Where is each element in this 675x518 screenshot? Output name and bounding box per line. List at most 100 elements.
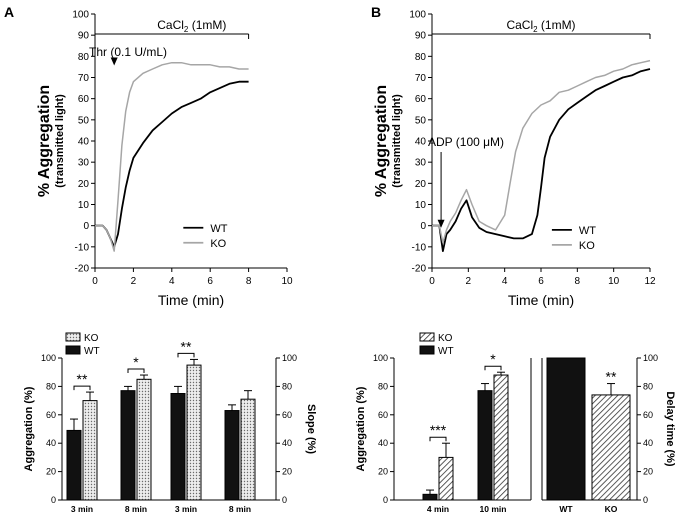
left-y-tick-label: 40	[46, 438, 56, 448]
x-category-label: 3 min	[71, 504, 93, 514]
panel-b-line-chart: -20 -10 0 10 20 30 40 50 60 70 80 90 100 0 2 4 6 8 10 12 Tim…	[373, 10, 656, 309]
significance-label: ***	[430, 422, 447, 438]
x-tick-label: 8	[575, 276, 581, 287]
significance-bracket	[73, 385, 91, 391]
legend-label-ko: KO	[210, 238, 226, 250]
panel-b-bar-chart: 0 20 40 60 80 100 0 20 40 60 80 100 Aggregation (%) D…	[355, 332, 675, 514]
y-tick-label: 10	[78, 200, 90, 211]
y-tick-label: 30	[78, 158, 90, 169]
legend-swatch-wt	[419, 345, 435, 355]
series-line-wt	[432, 68, 651, 252]
y-tick-label: 100	[72, 10, 89, 21]
x-category-label: 10 min	[480, 504, 507, 514]
y-tick-label: -10	[75, 242, 90, 253]
y-tick-label: 40	[415, 137, 427, 148]
y-tick-label: 20	[415, 179, 427, 190]
y-tick-label: 60	[78, 94, 90, 105]
treatment-label-main: CaCl	[157, 18, 184, 32]
x-category-label: 4 min	[427, 504, 449, 514]
right-y-tick-label: 80	[282, 381, 292, 391]
legend-swatch-wt	[65, 345, 81, 355]
left-y-axis-label: Aggregation (%)	[355, 386, 367, 471]
treatment-label-main: CaCl	[506, 18, 533, 32]
significance-bracket	[177, 352, 195, 358]
significance-bracket	[127, 368, 145, 374]
right-y-tick-label: 100	[282, 353, 297, 363]
x-category-label: 3 min	[175, 504, 197, 514]
y-tick-label: 0	[83, 221, 89, 232]
y-axis-sublabel: (transmitted light)	[54, 94, 66, 188]
panel-letter-b: B	[371, 4, 381, 20]
x-category-label: KO	[605, 504, 618, 514]
bar-wt	[170, 393, 186, 501]
x-tick-label: 12	[644, 276, 656, 287]
right-y-tick-label: 40	[643, 438, 653, 448]
treatment-label: CaCl2 (1mM)	[157, 18, 226, 34]
bar-ko	[493, 374, 509, 501]
y-tick-label: 90	[78, 31, 90, 42]
bar-wt	[477, 390, 493, 501]
treatment-label-subscript: 2	[533, 25, 538, 34]
y-tick-label: 80	[78, 52, 90, 63]
y-tick-label: 70	[415, 73, 427, 84]
left-y-tick-label: 60	[46, 410, 56, 420]
bar-ko	[240, 398, 256, 501]
bar-delay-ko	[591, 394, 631, 501]
treatment-label-subscript: 2	[184, 25, 189, 34]
legend-label-ko: KO	[579, 240, 595, 252]
left-y-tick-label: 40	[378, 438, 388, 448]
x-category-label: 8 min	[125, 504, 147, 514]
y-tick-label: 10	[415, 200, 427, 211]
left-y-tick-label: 60	[378, 410, 388, 420]
significance-bracket	[429, 436, 447, 442]
bar-ko	[82, 400, 98, 501]
x-tick-label: 8	[246, 276, 252, 287]
y-tick-label: 40	[78, 137, 90, 148]
left-y-tick-label: 100	[373, 353, 388, 363]
arrow-head	[110, 57, 118, 66]
x-tick-label: 10	[281, 276, 293, 287]
x-tick-label: 10	[608, 276, 620, 287]
x-axis-label: Time (min)	[508, 292, 574, 308]
left-y-tick-label: 0	[51, 495, 56, 505]
treatment-label-suffix: (1mM)	[188, 18, 226, 32]
right-y-tick-label: 0	[643, 495, 648, 505]
right-y-tick-label: 60	[282, 410, 292, 420]
panel-letter-a: A	[4, 4, 14, 20]
left-y-tick-label: 0	[383, 495, 388, 505]
legend-label-ko: KO	[438, 333, 453, 344]
significance-label: **	[181, 338, 192, 354]
significance-bracket	[484, 365, 502, 371]
left-y-tick-label: 20	[46, 467, 56, 477]
arrow-label: ADP (100 μM)	[428, 135, 504, 149]
treatment-label-suffix: (1mM)	[538, 18, 576, 32]
y-tick-label: -20	[75, 264, 90, 275]
legend-swatch-ko	[65, 332, 81, 342]
y-tick-label: -10	[412, 242, 427, 253]
legend-label-ko: KO	[84, 333, 99, 344]
left-y-tick-label: 80	[46, 381, 56, 391]
y-tick-label: 50	[78, 115, 90, 126]
legend-label-wt: WT	[84, 346, 100, 357]
x-category-label: WT	[559, 504, 573, 514]
bar-wt	[66, 429, 82, 501]
left-y-tick-label: 20	[378, 467, 388, 477]
bar-wt	[224, 410, 240, 501]
bar-wt	[120, 390, 136, 501]
significance-label: *	[133, 354, 139, 370]
legend-swatch-ko	[419, 332, 435, 342]
significance-label: **	[606, 369, 617, 385]
right-y-tick-label: 80	[643, 381, 653, 391]
series-line-ko	[95, 61, 249, 252]
y-tick-label: 30	[415, 158, 427, 169]
y-tick-label: 90	[415, 31, 427, 42]
x-tick-label: 2	[466, 276, 472, 287]
x-tick-label: 4	[169, 276, 175, 287]
arrow-head	[437, 219, 445, 228]
y-tick-label: 20	[78, 179, 90, 190]
legend-label-wt: WT	[579, 225, 596, 237]
bar-ko	[186, 364, 202, 501]
x-axis-label: Time (min)	[158, 292, 224, 308]
right-y-tick-label: 20	[282, 467, 292, 477]
